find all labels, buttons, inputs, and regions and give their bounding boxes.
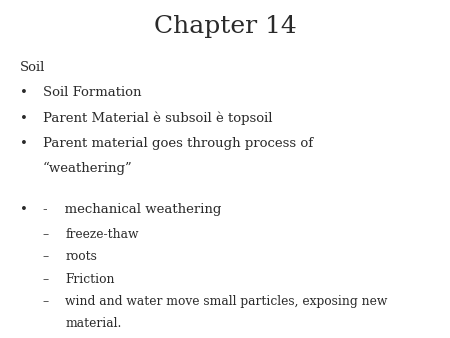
Text: wind and water move small particles, exposing new: wind and water move small particles, exp… bbox=[65, 295, 387, 308]
Text: –: – bbox=[43, 228, 49, 241]
Text: •: • bbox=[20, 112, 28, 124]
Text: freeze-thaw: freeze-thaw bbox=[65, 228, 139, 241]
Text: Parent material goes through process of: Parent material goes through process of bbox=[43, 137, 313, 150]
Text: Soil Formation: Soil Formation bbox=[43, 86, 141, 99]
Text: –: – bbox=[43, 273, 49, 286]
Text: –: – bbox=[43, 250, 49, 263]
Text: roots: roots bbox=[65, 250, 97, 263]
Text: •: • bbox=[20, 137, 28, 150]
Text: Chapter 14: Chapter 14 bbox=[153, 15, 297, 38]
Text: Friction: Friction bbox=[65, 273, 115, 286]
Text: “weathering”: “weathering” bbox=[43, 162, 132, 175]
Text: Parent Material è subsoil è topsoil: Parent Material è subsoil è topsoil bbox=[43, 112, 272, 125]
Text: -    mechanical weathering: - mechanical weathering bbox=[43, 203, 221, 216]
Text: material.: material. bbox=[65, 317, 122, 330]
Text: •: • bbox=[20, 203, 28, 216]
Text: Soil: Soil bbox=[20, 61, 45, 74]
Text: –: – bbox=[43, 295, 49, 308]
Text: •: • bbox=[20, 86, 28, 99]
